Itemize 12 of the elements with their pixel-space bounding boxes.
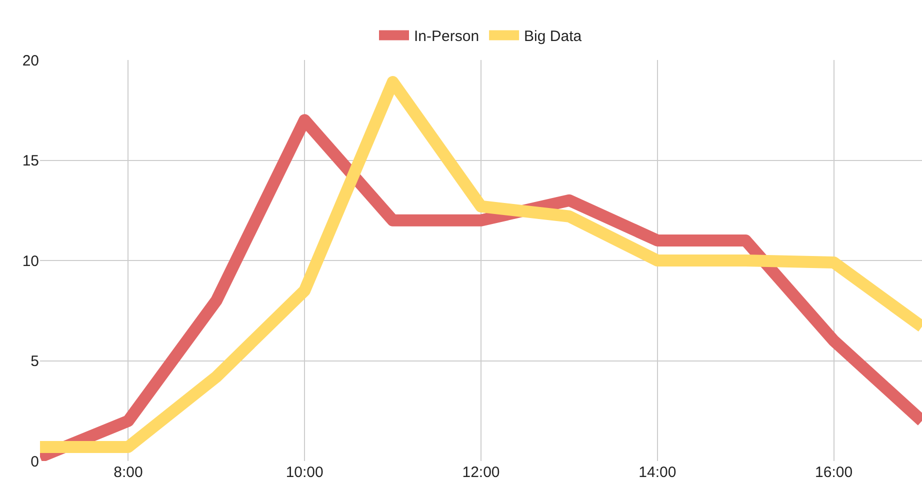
legend-label: In-Person	[414, 28, 480, 46]
y-tick-label: 5	[30, 353, 39, 370]
x-tick-label: 10:00	[286, 464, 324, 481]
y-tick-label: 10	[22, 252, 39, 270]
y-tick-label: 15	[22, 152, 39, 170]
x-tick-label: 12:00	[462, 464, 500, 481]
y-tick-label: 0	[30, 453, 39, 470]
x-tick-label: 14:00	[638, 464, 676, 481]
legend-label: Big Data	[524, 28, 582, 46]
y-tick-label: 20	[22, 52, 39, 70]
x-tick-label: 8:00	[114, 464, 143, 481]
x-tick-label: 16:00	[815, 464, 853, 481]
